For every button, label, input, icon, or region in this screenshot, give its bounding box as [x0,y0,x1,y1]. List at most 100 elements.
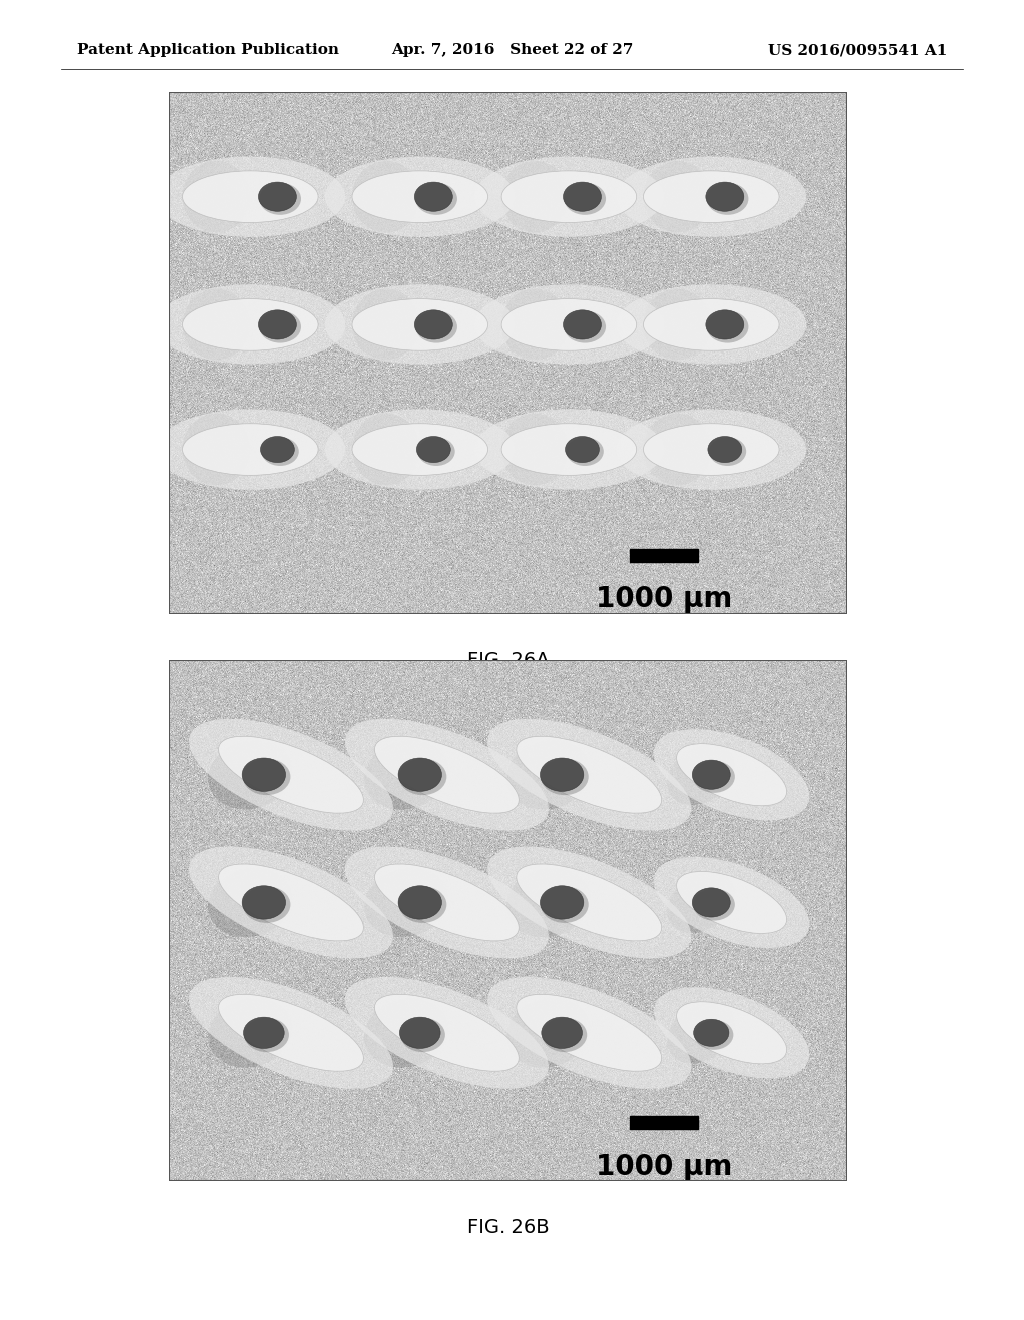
Ellipse shape [668,873,735,933]
Ellipse shape [506,867,591,937]
Ellipse shape [182,413,250,486]
Ellipse shape [668,744,735,805]
Ellipse shape [189,719,393,830]
Ellipse shape [182,298,318,350]
Ellipse shape [693,1019,729,1047]
Ellipse shape [156,157,345,236]
Ellipse shape [325,284,515,364]
Ellipse shape [325,157,515,236]
Ellipse shape [563,310,601,339]
Ellipse shape [156,409,345,490]
Text: US 2016/0095541 A1: US 2016/0095541 A1 [768,44,947,57]
Ellipse shape [418,437,455,466]
Ellipse shape [182,170,318,223]
Ellipse shape [208,741,293,809]
Ellipse shape [708,437,741,462]
Ellipse shape [693,760,735,793]
Ellipse shape [654,729,809,820]
Bar [630,1117,697,1129]
Ellipse shape [692,760,730,789]
Ellipse shape [244,1018,289,1052]
Ellipse shape [243,759,291,795]
Ellipse shape [156,284,345,364]
Ellipse shape [208,998,293,1068]
Ellipse shape [501,424,637,475]
Text: FIG. 26B: FIG. 26B [467,1218,549,1237]
Ellipse shape [364,867,449,937]
Text: Patent Application Publication: Patent Application Publication [77,44,339,57]
Ellipse shape [643,170,779,223]
Ellipse shape [517,865,662,941]
Bar [630,549,697,562]
Ellipse shape [218,994,364,1072]
Ellipse shape [398,886,446,923]
Ellipse shape [352,289,420,360]
Ellipse shape [706,310,743,339]
Text: 1000 μm: 1000 μm [596,585,732,612]
Ellipse shape [352,298,487,350]
Text: 1000 μm: 1000 μm [596,1152,732,1180]
Ellipse shape [541,886,584,919]
Ellipse shape [352,413,420,486]
Ellipse shape [643,298,779,350]
Ellipse shape [692,888,730,917]
Ellipse shape [352,424,487,475]
Ellipse shape [541,758,584,792]
Ellipse shape [541,759,589,795]
Ellipse shape [517,737,662,813]
Ellipse shape [677,1002,786,1064]
Ellipse shape [541,886,589,923]
Ellipse shape [706,182,743,211]
Ellipse shape [398,758,441,792]
Ellipse shape [501,170,637,223]
Ellipse shape [218,865,364,941]
Ellipse shape [643,424,779,475]
Ellipse shape [415,182,453,211]
Ellipse shape [564,310,606,343]
Ellipse shape [352,170,487,223]
Ellipse shape [487,977,691,1089]
Ellipse shape [693,888,735,920]
Ellipse shape [474,409,664,490]
Ellipse shape [243,886,291,923]
Ellipse shape [364,998,449,1068]
Ellipse shape [398,759,446,795]
Ellipse shape [566,437,604,466]
Ellipse shape [643,161,712,232]
Ellipse shape [325,409,515,490]
Ellipse shape [643,289,712,360]
Ellipse shape [375,994,519,1072]
Ellipse shape [654,857,809,948]
Ellipse shape [398,886,441,919]
Ellipse shape [242,758,286,792]
Ellipse shape [542,1018,583,1048]
Ellipse shape [189,846,393,958]
Ellipse shape [501,413,569,486]
Ellipse shape [244,1018,285,1048]
Ellipse shape [364,741,449,809]
Ellipse shape [259,310,301,343]
Ellipse shape [352,161,420,232]
Ellipse shape [400,1018,444,1052]
Ellipse shape [345,846,549,958]
Ellipse shape [565,437,599,462]
Ellipse shape [506,998,591,1068]
Ellipse shape [707,310,749,343]
Ellipse shape [182,289,250,360]
Ellipse shape [415,310,453,339]
Ellipse shape [375,865,519,941]
Ellipse shape [399,1018,440,1048]
Ellipse shape [259,182,301,215]
Ellipse shape [242,886,286,919]
Ellipse shape [487,719,691,830]
Ellipse shape [258,310,296,339]
Ellipse shape [616,409,806,490]
Ellipse shape [258,182,296,211]
Ellipse shape [677,743,786,805]
Ellipse shape [543,1018,587,1052]
Ellipse shape [182,424,318,475]
Text: FIG. 26A: FIG. 26A [467,651,549,669]
Ellipse shape [417,437,451,462]
Ellipse shape [345,977,549,1089]
Ellipse shape [501,161,569,232]
